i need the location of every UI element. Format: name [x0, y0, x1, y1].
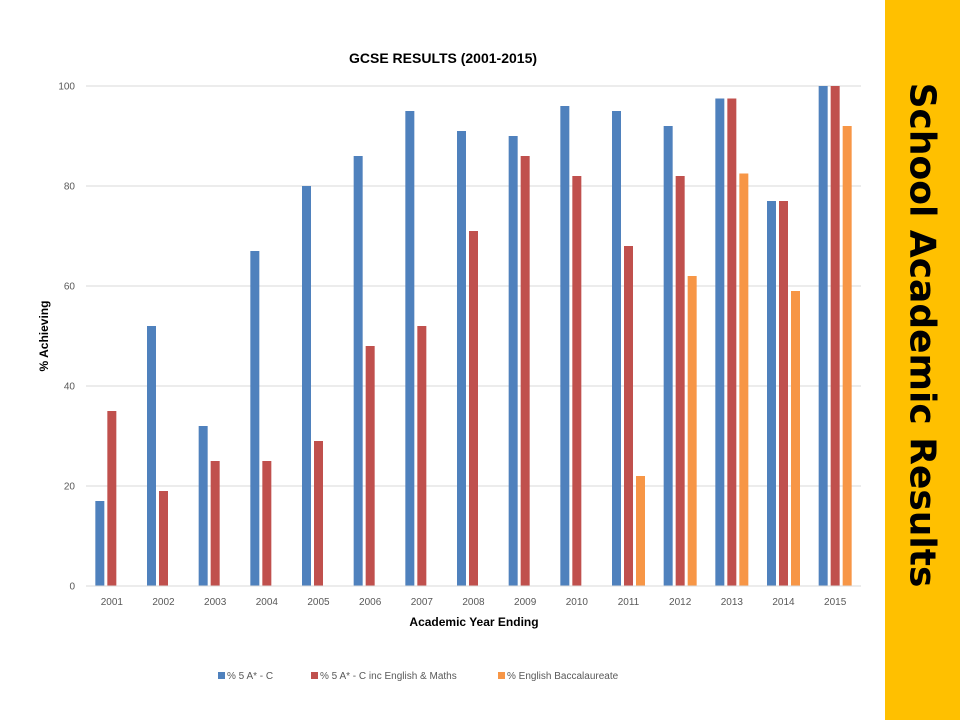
bar — [520, 156, 530, 586]
bar — [830, 86, 840, 586]
y-tick-label: 60 — [64, 282, 76, 293]
x-tick-label: 2009 — [514, 597, 537, 608]
x-tick-label: 2015 — [824, 597, 847, 608]
y-tick-label: 0 — [69, 582, 75, 593]
x-tick-label: 2012 — [669, 597, 692, 608]
sidebar-title: School Academic Results — [901, 82, 943, 588]
bar — [624, 246, 633, 586]
bar — [159, 491, 168, 586]
y-tick-label: 100 — [58, 82, 75, 93]
legend-swatch — [498, 672, 505, 679]
bar — [818, 86, 828, 586]
bar — [107, 411, 117, 586]
x-axis-ticks: 2001 2002 2003 2004 2005 2006 2007 2008 2009 2010… — [101, 597, 847, 608]
bar — [95, 501, 105, 586]
bar — [842, 126, 852, 586]
x-tick-label: 2013 — [721, 597, 744, 608]
bar — [302, 186, 311, 586]
bar — [715, 98, 725, 586]
x-tick-label: 2014 — [772, 597, 795, 608]
y-tick-label: 20 — [64, 482, 76, 493]
x-tick-label: 2005 — [307, 597, 330, 608]
bar — [636, 476, 645, 586]
legend: % 5 A* - C % 5 A* - C inc English & Maths… — [218, 671, 619, 682]
y-tick-label: 40 — [64, 382, 76, 393]
bar — [767, 201, 776, 586]
bar — [250, 251, 260, 586]
bar — [147, 326, 156, 586]
x-tick-label: 2004 — [256, 597, 279, 608]
bar — [405, 111, 415, 586]
bar — [727, 98, 737, 586]
y-axis-ticks: 0 20 40 60 80 100 — [58, 82, 75, 593]
legend-swatch — [311, 672, 318, 679]
bar — [469, 231, 478, 586]
bar — [687, 276, 697, 586]
bar — [791, 291, 800, 586]
x-tick-label: 2010 — [566, 597, 589, 608]
x-tick-label: 2001 — [101, 597, 124, 608]
x-axis-title: Academic Year Ending — [409, 615, 538, 629]
bar — [572, 176, 582, 586]
bars — [95, 86, 852, 586]
bar — [675, 176, 685, 586]
x-tick-label: 2003 — [204, 597, 227, 608]
bar — [739, 173, 749, 586]
bar — [314, 441, 323, 586]
chart: GCSE RESULTS (2001-2015) 0 20 40 60 80 100 20… — [37, 50, 861, 682]
bar — [779, 201, 788, 586]
chart-title: GCSE RESULTS (2001-2015) — [349, 50, 537, 66]
bar — [262, 461, 272, 586]
y-axis-title: % Achieving — [37, 301, 51, 372]
bar — [210, 461, 220, 586]
x-tick-label: 2007 — [411, 597, 434, 608]
x-tick-label: 2011 — [618, 597, 640, 608]
x-tick-label: 2006 — [359, 597, 382, 608]
sidebar — [885, 0, 960, 720]
legend-label: % 5 A* - C inc English & Maths — [320, 671, 457, 682]
x-tick-label: 2008 — [462, 597, 485, 608]
x-tick-label: 2002 — [152, 597, 175, 608]
bar — [560, 106, 570, 586]
bar — [417, 326, 427, 586]
bar — [612, 111, 621, 586]
legend-label: % 5 A* - C — [227, 671, 273, 682]
y-tick-label: 80 — [64, 182, 76, 193]
bar — [198, 426, 208, 586]
bar — [663, 126, 673, 586]
bar — [353, 156, 363, 586]
legend-swatch — [218, 672, 225, 679]
bar — [457, 131, 466, 586]
bar — [365, 346, 375, 586]
bar — [508, 136, 518, 586]
legend-label: % English Baccalaureate — [507, 671, 619, 682]
